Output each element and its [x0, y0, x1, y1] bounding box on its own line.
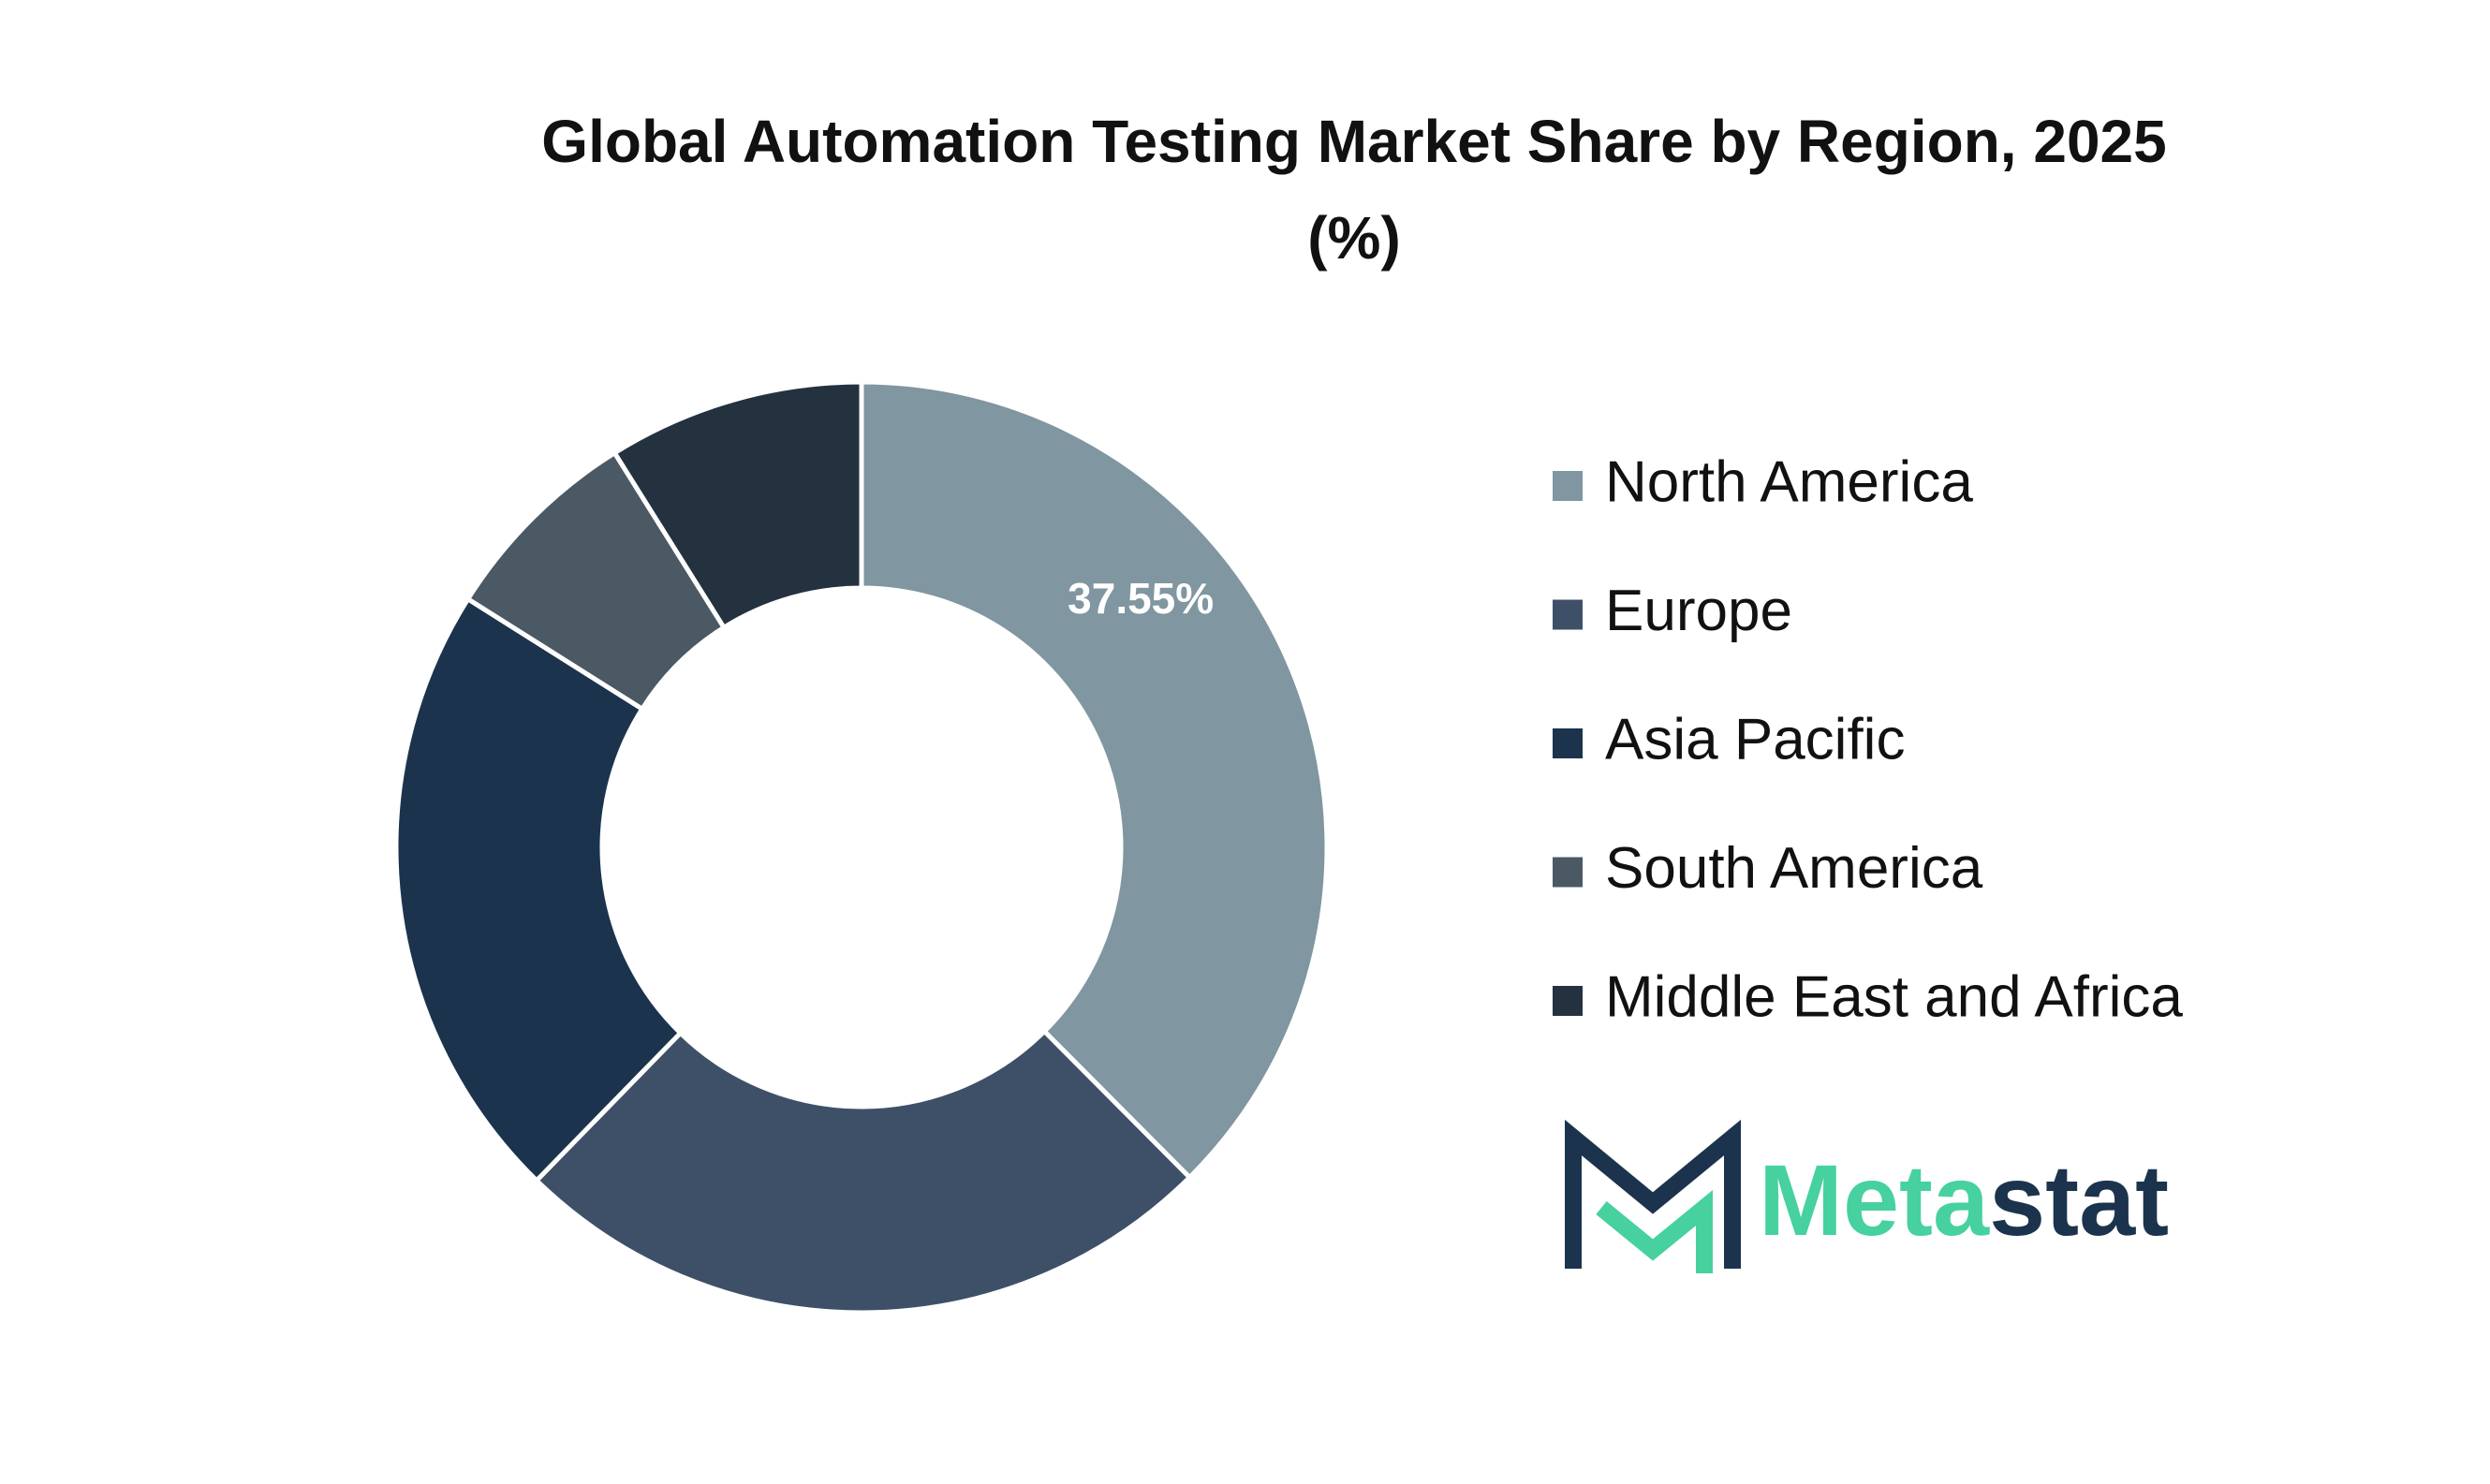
logo-icon: [1596, 1190, 1713, 1273]
legend-swatch: [1553, 728, 1583, 758]
logo-text-part: stat: [1989, 1143, 2169, 1256]
chart-title: (%): [1307, 204, 1401, 272]
logo-text: Metastat: [1759, 1143, 2169, 1256]
legend-label: Asia Pacific: [1605, 707, 1905, 771]
legend-label: Europe: [1605, 579, 1792, 643]
legend-label: South America: [1605, 836, 1983, 901]
legend-swatch: [1553, 599, 1583, 630]
data-label: 37.55%: [1068, 574, 1214, 623]
logo-icon: [1565, 1119, 1741, 1269]
legend-label: North America: [1605, 449, 1973, 514]
chart-title: Global Automation Testing Market Share b…: [541, 108, 2166, 175]
legend-swatch: [1553, 857, 1583, 888]
logo-text-part: Meta: [1759, 1143, 1990, 1256]
donut-slice: [533, 1027, 1193, 1315]
logo: Metastat: [1565, 1119, 2169, 1273]
donut-slice: [611, 379, 864, 631]
legend-swatch: [1553, 471, 1583, 501]
legend-label: Middle East and Africa: [1605, 964, 2183, 1029]
donut-slice: [859, 379, 1330, 1182]
donut-slice: [393, 595, 685, 1184]
legend-swatch: [1553, 986, 1583, 1016]
